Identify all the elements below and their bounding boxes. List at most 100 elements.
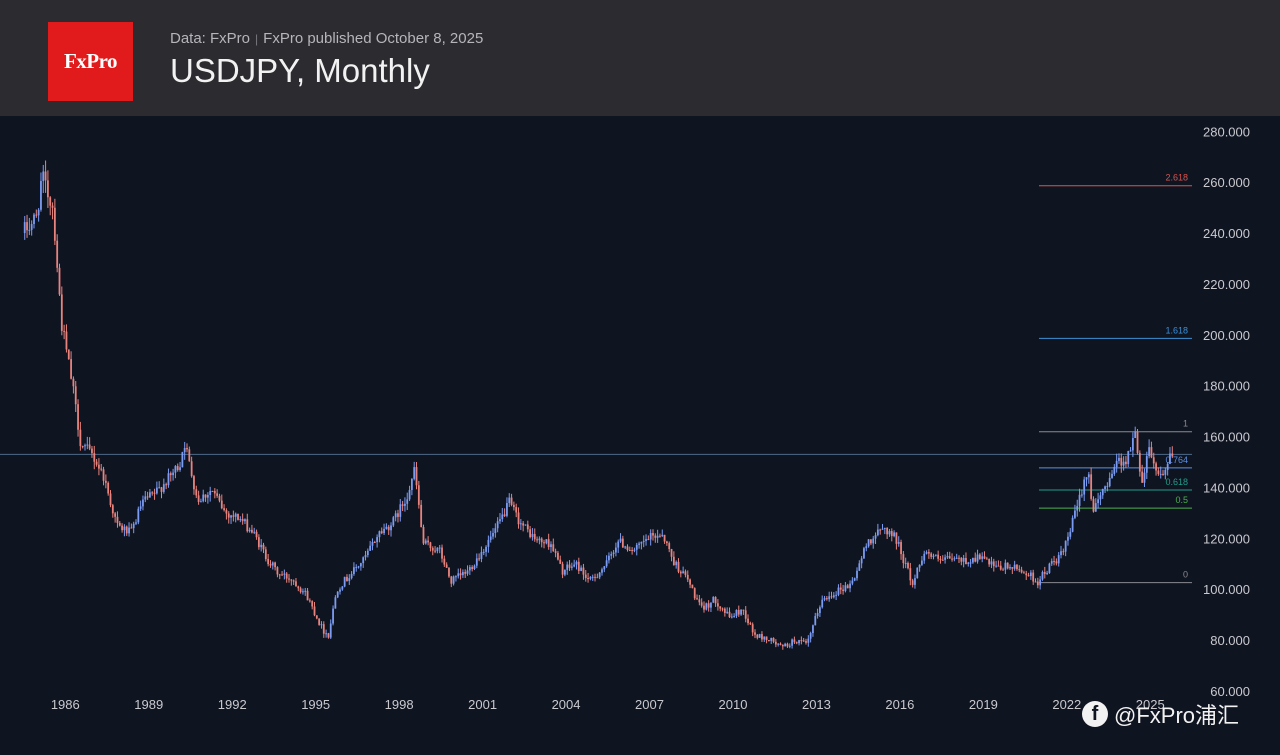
candle (292, 579, 295, 585)
candle (492, 528, 494, 540)
fib-label-0.618: 0.618 (1165, 477, 1188, 487)
fibonacci-layer: 2.618 1.618 1 0.764 0.618 0.5 0 (1038, 173, 1192, 584)
candle (640, 541, 643, 550)
candle (339, 587, 341, 595)
candle (1076, 499, 1079, 517)
candle (656, 529, 659, 543)
candle (37, 208, 40, 222)
candle (939, 555, 942, 564)
fib-label-1: 1 (1183, 419, 1188, 429)
candle (1013, 560, 1016, 571)
candle (276, 566, 279, 578)
candle (63, 324, 66, 340)
data-source: Data: FxPro (170, 30, 251, 47)
candle (985, 556, 988, 560)
candle (77, 399, 79, 437)
candle (1078, 488, 1081, 512)
candle (355, 564, 358, 572)
candle (800, 636, 803, 645)
candle (167, 468, 170, 488)
candle (475, 553, 478, 569)
candle (860, 556, 863, 569)
candle (962, 554, 965, 568)
candle (209, 486, 212, 502)
candle (478, 553, 481, 562)
candle (788, 643, 791, 649)
candle (332, 605, 334, 626)
candle (371, 538, 374, 551)
candle (552, 538, 555, 552)
candle (1092, 496, 1095, 513)
candle (809, 631, 812, 643)
candle (645, 534, 647, 546)
candle (343, 576, 346, 588)
candle (932, 553, 935, 560)
candle (744, 606, 747, 623)
candle (104, 474, 107, 489)
candle (517, 507, 520, 529)
candle (1029, 570, 1032, 580)
candle (436, 547, 439, 554)
candle (575, 560, 578, 570)
candle (1171, 446, 1174, 459)
candle (918, 564, 921, 572)
candle (121, 523, 123, 533)
candle (155, 481, 158, 495)
candle (1162, 469, 1164, 476)
candle (1127, 450, 1130, 467)
candle (554, 548, 557, 558)
candlestick-chart: 2.618 1.618 1 0.764 0.618 0.5 0 60.000 80.000 10… (0, 124, 1250, 712)
candle (828, 591, 831, 602)
candle (735, 609, 738, 619)
candle (118, 520, 121, 527)
candle (1152, 452, 1155, 469)
candle (679, 570, 682, 578)
fxpro-logo: FxPro (48, 22, 133, 101)
candle (1120, 453, 1123, 473)
candle (992, 558, 995, 572)
candle (237, 513, 239, 521)
candle (967, 561, 970, 567)
candle (165, 482, 168, 490)
logo-text: FxPro (63, 49, 118, 73)
candle (512, 501, 515, 511)
candle (485, 545, 487, 557)
candle (1106, 482, 1109, 492)
candle (406, 492, 409, 511)
candle (647, 535, 650, 541)
candle (867, 539, 870, 548)
candle (480, 546, 483, 563)
x-tick-label: 2016 (885, 697, 914, 712)
candle (802, 637, 805, 642)
x-tick-label: 2004 (552, 697, 581, 712)
candle (81, 445, 84, 449)
candle (169, 471, 172, 482)
candle (786, 642, 789, 648)
meta-separator: | (255, 32, 259, 46)
candle (499, 513, 501, 524)
candle (392, 515, 395, 528)
candle (190, 456, 193, 478)
candle (1118, 453, 1120, 464)
x-tick-label: 1992 (218, 697, 247, 712)
y-tick-label: 60.000 (1210, 684, 1250, 699)
candle (79, 421, 82, 451)
candle (1097, 492, 1100, 509)
candle (93, 445, 96, 470)
candle (944, 554, 946, 564)
candle (369, 540, 372, 551)
candle (285, 572, 288, 583)
candle (730, 613, 733, 619)
candle (304, 587, 307, 596)
candle (601, 567, 603, 576)
candle (1060, 545, 1062, 559)
candle (519, 519, 522, 531)
candle (707, 600, 710, 612)
candle (1071, 515, 1074, 533)
candle (452, 575, 455, 586)
candle (582, 563, 585, 580)
candle (1032, 569, 1035, 585)
candle (1148, 439, 1151, 459)
candle (700, 598, 703, 608)
candle (364, 550, 367, 561)
